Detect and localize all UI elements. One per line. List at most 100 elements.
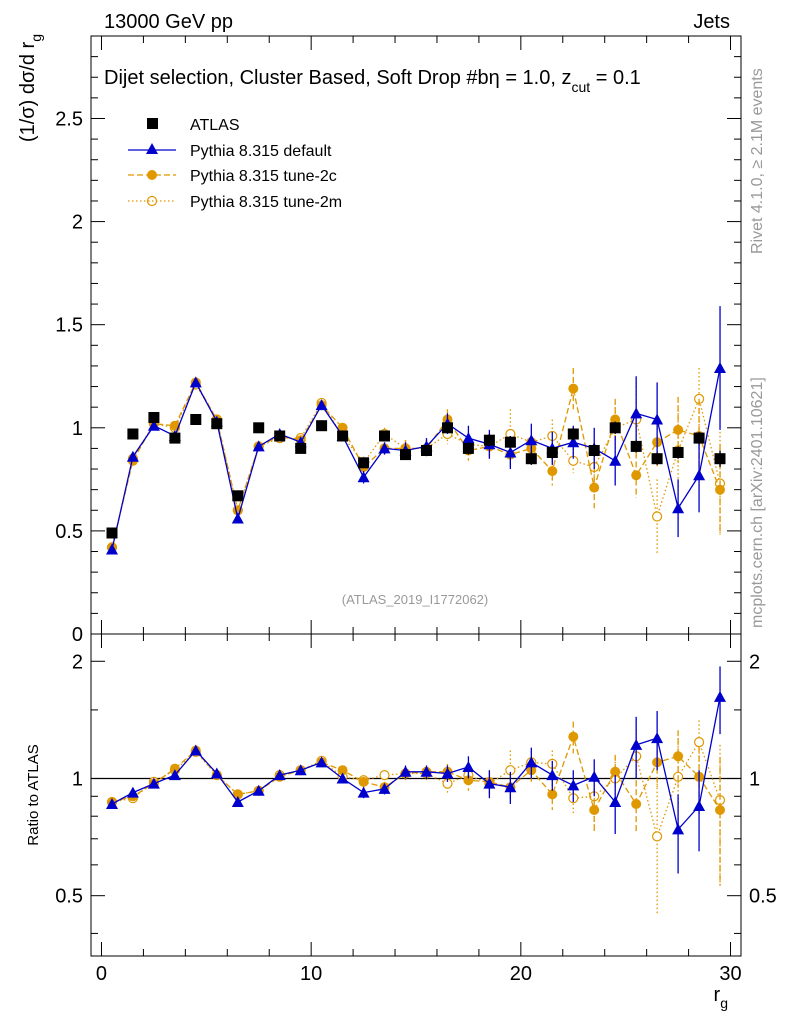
main-point-default [252,440,265,452]
main-series-atlas [106,412,726,539]
main-point-atlas [442,422,453,434]
legend-default-label: Pythia 8.315 default [190,143,332,160]
xtick-label: 10 [300,963,322,985]
ratio-point-default [106,798,118,809]
legend-tune2c-marker [147,170,157,180]
ratio-point-tune2m [693,736,705,748]
ratio-line-tune2m [111,740,721,839]
ratio-point-default [588,770,601,782]
main-point-atlas [462,442,474,454]
energy-label: 13000 GeV pp [104,11,233,33]
ratio-point-default [483,777,496,789]
main-point-atlas [169,432,181,444]
ratio-point-default [252,784,265,796]
ratio-point-default [189,744,202,756]
main-data-marks [106,306,726,555]
xtick-label: 30 [719,963,741,985]
main-point-default [672,502,685,514]
legend-atlas-marker [147,118,158,129]
main-series-tune2m [106,367,726,554]
title-eta: η = 1.0, z [489,67,572,89]
ratio-point-default [567,779,580,791]
main-point-atlas [211,418,223,430]
ratio-line-tune2c [111,734,721,812]
main-point-default [357,471,370,483]
ratio-point-default [231,796,244,807]
main-point-default [189,376,202,388]
main-point-default [462,432,475,444]
legend-tune2c-label: Pythia 8.315 tune-2c [190,168,337,185]
main-point-atlas [714,453,726,465]
ratio-point-default [147,777,160,789]
x-axis-label: rg [714,984,728,1011]
main-point-atlas [379,430,390,442]
main-point-tune2c [337,422,348,433]
ratio-point-default [504,781,517,793]
title-main: Dijet selection, Cluster Based, Soft Dro… [104,67,489,89]
ratio-point-tune2c [547,789,558,800]
ratio-point-default [399,765,412,777]
main-point-atlas [337,430,349,442]
ratio-point-default [441,767,454,779]
main-point-default [378,442,391,454]
main-point-atlas [400,449,411,461]
title-cut-subscript: cut [571,79,590,95]
ratio-point-default [168,769,181,781]
ratio-point-tune2c [568,731,579,742]
ratio-point-default [693,800,706,811]
ratio-point-default [462,761,475,772]
ratio-point-tune2c [358,776,369,787]
main-point-default [126,450,139,462]
main-point-atlas [232,490,244,502]
ratio-ylabel: Ratio to ATLAS [25,744,42,845]
main-point-atlas [693,432,705,444]
main-point-atlas [588,445,600,456]
xtick-label: 20 [510,963,532,985]
main-point-tune2m [651,511,663,522]
xlabel-subscript: g [720,995,728,1011]
ratio-point-tune2c [631,799,642,809]
title-end: = 0.1 [590,67,641,89]
legend-tune2m-marker [146,195,158,207]
legend: ATLAS Pythia 8.315 default Pythia 8.315 … [128,117,342,211]
main-point-tune2c [673,424,684,435]
main-point-atlas [546,447,558,458]
ratio-point-default [273,769,286,781]
ratio-point-tune2c [232,789,243,800]
ratio-point-tune2m [379,769,390,781]
main-ylabel-text: (1/σ) dσ/d r [17,41,39,142]
ratio-ytick-label: 0.5 [55,886,83,908]
main-ylabel-subscript: g [28,34,44,42]
main-series-tune2c [107,367,725,553]
main-point-atlas [504,436,516,448]
main-series-default [106,306,726,555]
main-point-default [630,407,643,419]
main-frame [90,35,742,635]
main-line-tune2c [111,380,721,548]
ratio-point-default [378,782,391,794]
main-point-tune2c [715,484,725,495]
main-point-atlas [651,453,663,465]
ratio-point-tune2c [610,766,621,777]
main-point-atlas [253,422,265,434]
ratio-point-default [126,786,139,798]
main-point-default [147,419,160,431]
main-point-default [693,469,706,481]
ratio-ytick-label-right: 2 [749,651,760,673]
main-point-default [231,512,244,524]
main-point-atlas [672,447,684,458]
ratio-point-tune2c [337,765,348,776]
ratio-point-tune2c [169,763,180,774]
ratio-point-default [609,796,622,807]
ratio-point-default [546,769,559,781]
main-point-atlas [295,442,307,454]
ratio-series-default [106,666,726,874]
ratio-frame [90,633,742,957]
main-point-default [106,543,118,555]
ratio-point-default [210,767,223,779]
main-point-atlas [525,453,537,465]
main-point-atlas [106,527,118,539]
main-point-atlas [609,422,621,434]
main-ytick-label: 1 [72,418,83,440]
